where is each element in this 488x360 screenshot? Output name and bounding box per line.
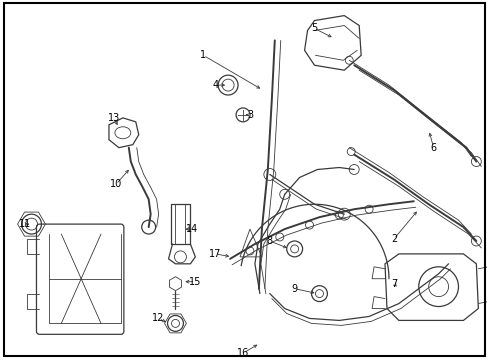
Text: 1: 1	[200, 50, 206, 60]
Text: 5: 5	[311, 23, 317, 33]
Text: 14: 14	[186, 224, 198, 234]
Text: 2: 2	[390, 234, 396, 244]
Text: 6: 6	[430, 143, 436, 153]
Text: 17: 17	[208, 249, 221, 259]
Text: 12: 12	[152, 314, 164, 323]
Text: 7: 7	[390, 279, 396, 289]
Text: 13: 13	[107, 113, 120, 123]
Text: 10: 10	[110, 179, 122, 189]
Text: 4: 4	[212, 80, 218, 90]
Text: 11: 11	[20, 219, 32, 229]
Text: 9: 9	[291, 284, 297, 294]
Text: 8: 8	[266, 236, 272, 246]
Text: 3: 3	[246, 110, 252, 120]
Text: 15: 15	[189, 277, 201, 287]
Text: 16: 16	[236, 348, 248, 358]
